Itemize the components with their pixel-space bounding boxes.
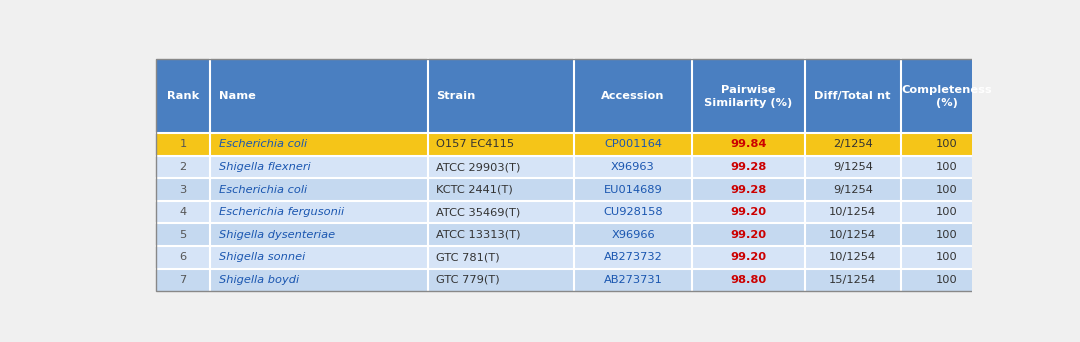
Text: 100: 100 [936,230,958,240]
Text: Shigella boydi: Shigella boydi [218,275,299,285]
Text: 99.28: 99.28 [730,162,766,172]
Text: 99.84: 99.84 [730,140,767,149]
Text: GTC 781(T): GTC 781(T) [436,252,500,262]
Text: 100: 100 [936,207,958,217]
Text: 6: 6 [179,252,187,262]
Text: 7: 7 [179,275,187,285]
Bar [156,224,993,246]
Text: 9/1254: 9/1254 [833,185,873,195]
Text: Escherichia fergusonii: Escherichia fergusonii [218,207,343,217]
Bar [156,201,993,224]
Text: 99.20: 99.20 [730,252,766,262]
Text: Escherichia coli: Escherichia coli [218,185,307,195]
Text: GTC 779(T): GTC 779(T) [436,275,500,285]
Text: 99.28: 99.28 [730,185,766,195]
Text: 10/1254: 10/1254 [829,207,876,217]
Text: 9/1254: 9/1254 [833,162,873,172]
Text: 2/1254: 2/1254 [833,140,873,149]
Bar [156,246,993,269]
Text: 5: 5 [179,230,187,240]
Text: AB273732: AB273732 [604,252,662,262]
Text: Pairwise
Similarity (%): Pairwise Similarity (%) [704,85,793,107]
Bar [156,156,993,179]
Text: Shigella sonnei: Shigella sonnei [218,252,305,262]
Text: 15/1254: 15/1254 [829,275,876,285]
Text: ATCC 13313(T): ATCC 13313(T) [436,230,521,240]
Text: Rank: Rank [167,91,199,101]
Text: CP001164: CP001164 [604,140,662,149]
Text: 99.20: 99.20 [730,207,766,217]
Text: CU928158: CU928158 [604,207,663,217]
Text: 10/1254: 10/1254 [829,230,876,240]
Text: Completeness
(%): Completeness (%) [902,85,993,107]
Text: Name: Name [218,91,256,101]
Text: 1: 1 [179,140,187,149]
Text: Diff/Total nt: Diff/Total nt [814,91,891,101]
Text: X96963: X96963 [611,162,654,172]
Text: 100: 100 [936,185,958,195]
Bar [156,60,993,291]
Text: ATCC 29903(T): ATCC 29903(T) [436,162,521,172]
Text: X96966: X96966 [611,230,654,240]
Text: AB273731: AB273731 [604,275,662,285]
Text: Shigella flexneri: Shigella flexneri [218,162,310,172]
Text: 3: 3 [179,185,187,195]
Text: KCTC 2441(T): KCTC 2441(T) [436,185,513,195]
Text: 100: 100 [936,162,958,172]
Bar [156,269,993,291]
Text: 10/1254: 10/1254 [829,252,876,262]
Text: 98.80: 98.80 [730,275,766,285]
Text: 4: 4 [179,207,187,217]
Text: Accession: Accession [602,91,665,101]
Text: EU014689: EU014689 [604,185,662,195]
Bar [156,133,993,156]
Bar [156,179,993,201]
Text: 99.20: 99.20 [730,230,766,240]
Text: O157 EC4115: O157 EC4115 [436,140,514,149]
Text: Strain: Strain [436,91,475,101]
Text: 2: 2 [179,162,187,172]
Text: 100: 100 [936,252,958,262]
Text: 100: 100 [936,140,958,149]
Text: Shigella dysenteriae: Shigella dysenteriae [218,230,335,240]
Text: 100: 100 [936,275,958,285]
Text: Escherichia coli: Escherichia coli [218,140,307,149]
Bar [156,60,993,133]
Text: ATCC 35469(T): ATCC 35469(T) [436,207,521,217]
